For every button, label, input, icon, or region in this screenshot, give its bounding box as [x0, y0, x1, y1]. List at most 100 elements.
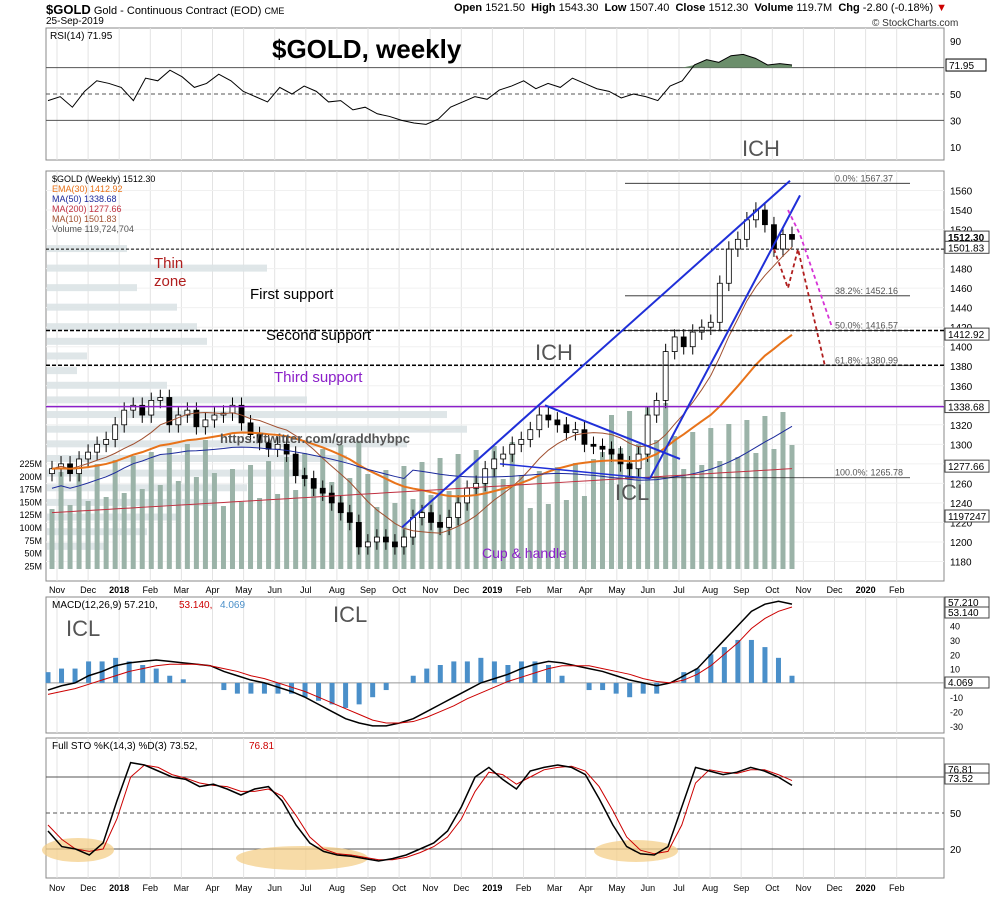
volume-bar — [482, 483, 488, 569]
price-month-label: Nov — [422, 585, 439, 595]
volume-bar — [654, 440, 660, 569]
macd-histogram-bar — [721, 647, 727, 683]
volume-bar — [500, 479, 506, 569]
volume-tick: 175M — [19, 485, 42, 495]
volume-bar — [771, 449, 777, 569]
sto-last-label: 76.81 — [948, 765, 973, 776]
ma10-line — [51, 246, 793, 534]
macd-histogram-bar — [694, 668, 700, 683]
candle-body — [283, 443, 290, 455]
sto-month-label: Feb — [143, 883, 159, 893]
icl-mid-label: ICL — [333, 602, 367, 627]
volume-bar — [636, 444, 642, 569]
candle-body — [139, 404, 146, 416]
thin-zone-label-1: Thin — [154, 255, 183, 272]
volume-bar — [753, 453, 759, 569]
volume-bar — [708, 428, 714, 569]
volume-bar — [717, 461, 723, 569]
volume-bar — [320, 449, 326, 569]
candle-body — [346, 512, 353, 523]
price-month-label: Apr — [205, 585, 219, 595]
price-month-label: Feb — [889, 585, 905, 595]
price-legend-item: Volume 119,724,704 — [52, 224, 134, 234]
candle-body — [211, 414, 218, 421]
macd-last-label: 57.210 — [948, 598, 979, 609]
candle-body — [292, 453, 299, 476]
sto-month-label: Sep — [733, 883, 749, 893]
macd-histogram-bar — [140, 665, 146, 683]
candle-body — [527, 429, 534, 440]
volume-bar — [311, 486, 317, 569]
macd-legend-v3: 4.069 — [220, 600, 245, 611]
sto-month-label: Feb — [516, 883, 532, 893]
rsi-tick: 50 — [950, 90, 962, 101]
oversold-ellipse — [236, 846, 368, 870]
macd-histogram-bar — [491, 661, 497, 683]
price-tick: 1380 — [950, 362, 973, 373]
sto-legend-name: Full STO %K(14,3) %D(3) 73.52, — [52, 741, 197, 752]
volume-bar — [645, 407, 651, 569]
candle-body — [410, 517, 416, 538]
sto-legend-d: 76.81 — [249, 741, 274, 752]
sto-month-label: Dec — [80, 883, 97, 893]
macd-histogram-bar — [180, 679, 186, 683]
sto-month-label: May — [235, 883, 253, 893]
volume-bar — [518, 475, 524, 569]
volume-bar — [672, 436, 678, 569]
candle-body — [554, 419, 561, 426]
panel-sto — [45, 737, 945, 879]
rsi-legend: RSI(14) 71.95 — [50, 31, 113, 42]
candle-body — [256, 434, 263, 443]
volume-by-price-bar — [47, 425, 467, 433]
price-month-label: Jul — [300, 585, 312, 595]
candle-body — [455, 502, 461, 518]
candle-body — [473, 482, 480, 489]
volume-bar — [229, 469, 235, 569]
macd-histogram-bar — [586, 682, 592, 691]
macd-histogram-bar — [451, 661, 457, 683]
macd-histogram-bar — [234, 682, 240, 694]
price-month-label: Dec — [80, 585, 97, 595]
price-month-label: Sep — [360, 585, 376, 595]
macd-tick: 10 — [950, 665, 960, 675]
icl-low-label: ICL — [615, 480, 649, 505]
volume-bar — [509, 442, 515, 569]
price-last-box — [944, 459, 990, 473]
volume-bar — [121, 493, 127, 569]
volume-bar — [690, 432, 696, 569]
volume-bar — [293, 490, 299, 569]
price-last-label: 1338.68 — [948, 403, 985, 414]
price-tick: 1400 — [950, 343, 973, 354]
price-legend-item: MA(10) 1501.83 — [52, 214, 117, 224]
sto-month-label: Feb — [889, 883, 905, 893]
candle-body — [707, 321, 714, 328]
volume-by-price-bar — [47, 303, 177, 311]
sto-month-label: Aug — [702, 883, 718, 893]
price-month-label: Feb — [143, 585, 159, 595]
volume-by-price-bar — [47, 367, 77, 375]
candle-body — [238, 404, 245, 424]
macd-histogram-bar — [329, 682, 335, 705]
volume-by-price-bar — [47, 284, 137, 292]
price-last-box — [944, 240, 990, 254]
macd-histogram-bar — [356, 682, 362, 705]
macd-last-label: 4.069 — [948, 678, 973, 689]
volume-bar — [365, 474, 371, 569]
volume-tick: 125M — [19, 510, 42, 520]
volume-bar — [437, 458, 443, 569]
macd-histogram-bar — [410, 675, 416, 683]
sto-month-label: Nov — [422, 883, 439, 893]
candle-body — [157, 397, 164, 401]
fib-label: 50.0%: 1416.57 — [835, 321, 898, 331]
candle-body — [644, 414, 651, 455]
macd-histogram-bar — [86, 661, 92, 683]
icl-left-label: ICL — [66, 616, 100, 641]
candle-body — [112, 424, 119, 440]
chart-date: 25-Sep-2019 — [46, 16, 104, 27]
volume-bar — [94, 464, 100, 569]
macd-histogram-bar — [261, 682, 267, 694]
volume-bar — [590, 459, 596, 569]
volume-bar — [184, 444, 190, 569]
volume-bar — [473, 450, 479, 569]
macd-histogram-bar — [59, 668, 65, 683]
